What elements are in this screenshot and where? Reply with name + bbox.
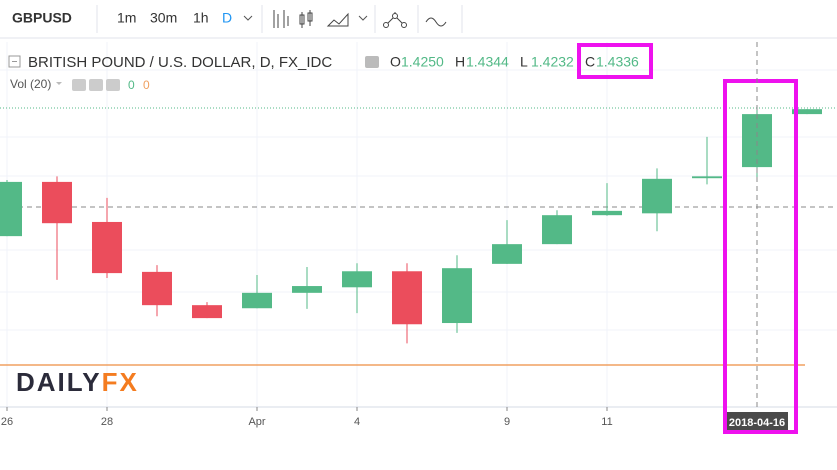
x-tick-label: 4 [354, 416, 360, 428]
candle-body [492, 244, 522, 264]
candle-body [792, 109, 822, 115]
area-icon[interactable] [326, 12, 349, 27]
field-value: 1.4344 [466, 54, 509, 70]
logo: DAILYFX [16, 367, 139, 397]
candle-body [192, 305, 222, 319]
interval-active[interactable]: D [222, 10, 232, 26]
highlight-box [723, 79, 798, 434]
candle-body [342, 271, 372, 288]
symbol[interactable]: GBPUSD [12, 10, 72, 26]
chevron[interactable] [56, 82, 62, 85]
toolbar: GBPUSD 1m 30m 1h D [0, 5, 837, 39]
candle-body [392, 271, 422, 325]
icon-dot [383, 22, 389, 28]
field-value: 1.4336 [596, 54, 639, 70]
collapse-icon[interactable] [8, 55, 21, 68]
candle-body [442, 268, 472, 324]
legend-title: BRITISH POUND / U.S. DOLLAR, D, FX_IDC [28, 54, 332, 71]
candle-body [42, 181, 72, 224]
x-tick-label: 9 [504, 416, 510, 428]
eye-icon[interactable] [72, 79, 86, 91]
legend: BRITISH POUND / U.S. DOLLAR, D, FX_IDC O… [8, 54, 639, 92]
close-icon[interactable] [106, 79, 120, 91]
candle-body [542, 215, 572, 245]
field-key: C [585, 54, 595, 70]
candles-icon[interactable] [299, 10, 313, 28]
bars-icon[interactable] [273, 10, 289, 28]
crosshair-label-bg [726, 412, 788, 432]
volume-label: Vol (20) [10, 77, 51, 91]
candle-body [0, 181, 22, 237]
field-key: L [520, 54, 528, 70]
icon-dot [401, 22, 407, 28]
settings-icon[interactable] [89, 79, 103, 91]
icon-dot [392, 13, 398, 19]
candle-body [742, 114, 772, 168]
volume-value: 0 [143, 78, 150, 92]
interval[interactable]: 1m [117, 10, 136, 26]
x-tick-label: 11 [601, 416, 612, 428]
candles [0, 109, 822, 344]
field-value: 1.4232 [531, 54, 574, 70]
highlight-box [577, 43, 653, 79]
candle-body [142, 271, 172, 306]
field-value: 1.4250 [401, 54, 444, 70]
interval[interactable]: 30m [150, 10, 177, 26]
field-key: O [390, 54, 401, 70]
field-key: H [455, 54, 465, 70]
candle-body [692, 176, 722, 179]
eye-icon[interactable] [365, 56, 379, 68]
chevron[interactable] [243, 15, 253, 21]
volume-value: 0 [128, 78, 135, 92]
candle-body [292, 286, 322, 293]
x-tick-label: 28 [101, 416, 113, 428]
x-tick-label: 26 [1, 416, 13, 428]
chevron[interactable] [358, 15, 368, 21]
interval[interactable]: 1h [193, 10, 209, 26]
candle-body [242, 292, 272, 309]
candle-body [92, 221, 122, 274]
candle-body [592, 210, 622, 216]
candle-body [642, 178, 672, 214]
time-axis: 26 28 Apr 4 9 11 2018-04-16 [1, 407, 788, 432]
indicator-icon[interactable] [425, 17, 447, 27]
x-tick-label: Apr [248, 416, 265, 428]
logo-part: DAILY [16, 367, 102, 397]
logo-part: FX [102, 367, 139, 397]
crosshair-label: 2018-04-16 [729, 417, 785, 429]
